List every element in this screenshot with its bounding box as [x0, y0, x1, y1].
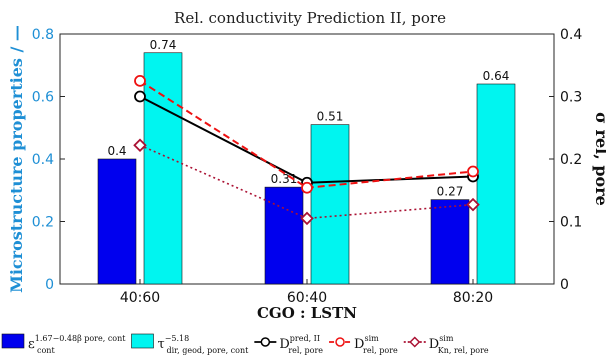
chart-title: Rel. conductivity Prediction II, pore [174, 9, 446, 27]
y2-axis-label: σ rel, pore [592, 112, 606, 206]
legend-label: Dsim [354, 334, 379, 352]
legend-swatch-bar-0 [1, 333, 25, 349]
y2-tick-label: 0.1 [560, 215, 582, 231]
y2-tick-label: 0 [560, 277, 569, 293]
y-axis-label: Microstructure properties / — [7, 25, 26, 293]
y2-tick-label: 0.4 [560, 27, 582, 43]
x-axis-label: CGO : LSTN [257, 304, 357, 322]
series-point-2 [300, 211, 314, 226]
y-tick-label: 0.6 [32, 90, 54, 106]
series-line-2 [139, 144, 474, 220]
left-axis: 0 0.2 0.4 0.6 0.8 [32, 27, 65, 293]
series-point-2 [133, 138, 147, 153]
bars-group [97, 52, 516, 285]
series-line-1 [139, 80, 474, 189]
bar-tau-0 [143, 52, 183, 285]
bar-labels-group: 0.4 0.31 0.27 0.74 0.51 0.64 [107, 38, 509, 199]
series-point-2 [466, 197, 480, 212]
legend-label: ε1.67−0.48β pore, cont [28, 334, 126, 352]
bar-tau-2 [476, 83, 516, 285]
series-point-1 [467, 165, 479, 178]
lines-group [133, 74, 480, 226]
bar-value-label: 0.64 [483, 69, 510, 83]
y2-tick-label: 0.2 [560, 152, 582, 168]
legend-label: Dsim [429, 334, 454, 352]
legend-label-sub: Kn, rel, pore [438, 346, 489, 355]
y2-tick-label: 0.3 [560, 90, 582, 106]
y-tick-label: 0.4 [32, 152, 54, 168]
legend-marker-2 [409, 336, 421, 348]
bar-value-label: 0.27 [437, 185, 464, 199]
bar-tau-1 [310, 124, 350, 285]
legend-marker-1 [335, 337, 345, 347]
series-line-0 [139, 95, 474, 184]
bar-eps-1 [264, 186, 304, 285]
legend-label: τ−5.18 [158, 334, 190, 352]
x-axis: 40:60 60:40 80:20 [120, 279, 493, 306]
x-tick-label: 60:40 [287, 290, 327, 306]
y-tick-label: 0.8 [32, 27, 54, 43]
legend-marker-0 [260, 337, 271, 347]
legend-label-sub: cont [37, 346, 55, 355]
svg-text:σ rel, pore: σ rel, pore [592, 112, 606, 206]
bar-eps-0 [97, 158, 137, 285]
legend-label: Dpred, II [279, 334, 320, 352]
legend-label-sub: rel, pore [288, 346, 323, 355]
bar-value-label: 0.4 [107, 144, 126, 158]
bar-eps-2 [430, 199, 470, 285]
bar-value-label: 0.31 [271, 172, 298, 186]
x-tick-label: 40:60 [120, 290, 160, 306]
y2-label-base: σ rel, pore [592, 112, 606, 206]
bar-value-label: 0.74 [150, 38, 177, 52]
y-tick-label: 0.2 [32, 215, 54, 231]
legend-swatch-bar-1 [131, 333, 154, 349]
right-axis: 0 0.1 0.2 0.3 0.4 [549, 27, 582, 293]
legend-label-sub: rel, pore [363, 346, 398, 355]
y-tick-label: 0 [45, 277, 54, 293]
series-point-0 [134, 90, 146, 103]
x-tick-label: 80:20 [453, 290, 493, 306]
bar-value-label: 0.51 [317, 110, 344, 124]
legend-label-sub: dir, geod, pore, cont [167, 346, 250, 355]
series-point-1 [301, 181, 313, 194]
series-point-1 [134, 74, 146, 87]
